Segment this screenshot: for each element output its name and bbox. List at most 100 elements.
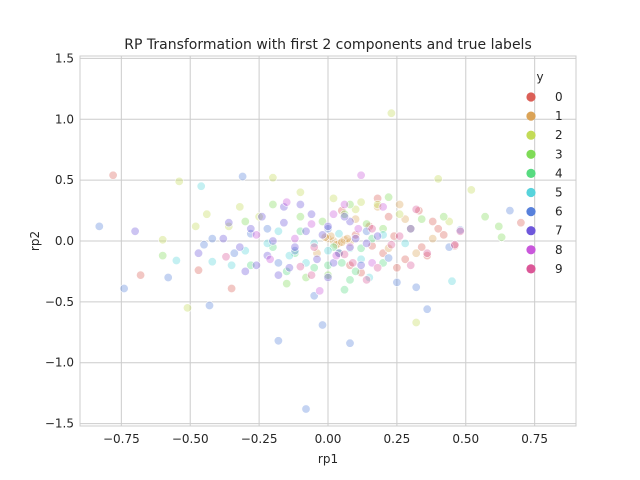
data-point-class-5 bbox=[262, 238, 272, 248]
data-point-class-6 bbox=[301, 404, 311, 414]
data-point-class-8 bbox=[331, 251, 341, 261]
y-tick-label: 0.5 bbox=[55, 173, 74, 187]
data-point-class-5 bbox=[447, 276, 457, 286]
data-point-class-9 bbox=[339, 249, 349, 259]
data-point-class-8 bbox=[315, 286, 325, 296]
data-point-class-0 bbox=[428, 217, 438, 227]
grid-lines bbox=[80, 56, 576, 426]
data-point-class-9 bbox=[411, 204, 421, 214]
data-point-class-1 bbox=[334, 238, 344, 248]
data-point-class-3 bbox=[323, 270, 333, 280]
data-point-class-3 bbox=[240, 217, 250, 227]
data-point-class-6 bbox=[406, 224, 416, 234]
data-point-class-7 bbox=[373, 231, 383, 241]
scatter-points bbox=[94, 108, 526, 414]
data-point-class-1 bbox=[373, 202, 383, 212]
data-point-class-9 bbox=[406, 260, 416, 270]
data-point-class-0 bbox=[384, 212, 394, 222]
x-tick-label: 0.50 bbox=[452, 432, 479, 446]
data-point-class-6 bbox=[444, 242, 454, 252]
data-point-class-8 bbox=[282, 197, 292, 207]
data-point-class-7 bbox=[130, 226, 140, 236]
data-point-class-5 bbox=[301, 258, 311, 268]
legend-marker-2 bbox=[526, 130, 536, 140]
x-tick-label: −0.50 bbox=[172, 432, 209, 446]
x-axis-label: rp1 bbox=[318, 452, 338, 466]
data-point-class-2 bbox=[395, 209, 405, 219]
data-point-class-8 bbox=[251, 230, 261, 240]
data-point-class-9 bbox=[395, 231, 405, 241]
data-point-class-5 bbox=[400, 238, 410, 248]
data-point-class-6 bbox=[119, 283, 129, 293]
data-point-class-5 bbox=[273, 226, 283, 236]
data-point-class-3 bbox=[295, 212, 305, 222]
data-point-class-7 bbox=[262, 251, 272, 261]
data-point-class-0 bbox=[417, 242, 427, 252]
data-point-class-2 bbox=[328, 193, 338, 203]
x-tick-label: −0.25 bbox=[241, 432, 278, 446]
data-point-class-6 bbox=[163, 272, 173, 282]
data-point-class-2 bbox=[295, 187, 305, 197]
data-point-class-6 bbox=[262, 224, 272, 234]
data-point-class-9 bbox=[455, 226, 465, 236]
y-axis-ticks: −1.5 −1.0 −0.5 0.0 0.5 1.0 1.5 bbox=[45, 51, 74, 430]
data-point-class-7 bbox=[323, 221, 333, 231]
data-point-class-7 bbox=[279, 202, 289, 212]
data-point-class-8 bbox=[339, 200, 349, 210]
data-point-class-5 bbox=[378, 230, 388, 240]
data-point-class-7 bbox=[235, 242, 245, 252]
data-point-class-3 bbox=[301, 272, 311, 282]
data-point-class-6 bbox=[199, 240, 209, 250]
x-tick-label: 0.25 bbox=[384, 432, 411, 446]
data-point-class-4 bbox=[351, 266, 361, 276]
data-point-class-6 bbox=[246, 229, 256, 239]
data-point-class-9 bbox=[295, 262, 305, 272]
data-point-class-9 bbox=[362, 275, 372, 285]
legend-marker-7 bbox=[526, 226, 536, 236]
legend-marker-5 bbox=[526, 187, 536, 198]
data-point-class-7 bbox=[268, 236, 278, 246]
data-point-class-5 bbox=[196, 181, 206, 191]
data-point-class-7 bbox=[362, 238, 372, 248]
data-point-class-3 bbox=[497, 232, 507, 242]
data-point-class-6 bbox=[273, 336, 283, 346]
data-point-class-6 bbox=[505, 206, 515, 216]
data-point-class-3 bbox=[384, 192, 394, 202]
data-point-class-6 bbox=[411, 282, 421, 292]
data-point-class-7 bbox=[317, 230, 327, 240]
data-point-class-5 bbox=[364, 272, 374, 282]
data-point-class-2 bbox=[356, 197, 366, 207]
y-tick-label: 1.5 bbox=[55, 51, 74, 65]
legend-label-7: 7 bbox=[555, 224, 563, 238]
data-point-class-2 bbox=[433, 174, 443, 184]
data-point-class-9 bbox=[306, 270, 316, 280]
data-point-class-1 bbox=[395, 200, 405, 210]
data-point-class-9 bbox=[386, 240, 396, 250]
data-point-class-9 bbox=[367, 224, 377, 234]
data-point-class-7 bbox=[257, 212, 267, 222]
data-point-class-8 bbox=[353, 224, 363, 234]
data-point-class-7 bbox=[356, 260, 366, 270]
data-point-class-0 bbox=[136, 270, 146, 280]
data-point-class-7 bbox=[301, 226, 311, 236]
data-point-class-7 bbox=[273, 270, 283, 280]
data-point-class-0 bbox=[227, 283, 237, 293]
y-tick-label: −1.5 bbox=[45, 417, 74, 431]
data-point-class-7 bbox=[351, 234, 361, 244]
data-point-class-1 bbox=[337, 237, 347, 247]
y-tick-label: 1.0 bbox=[55, 112, 74, 126]
y-tick-label: 0.0 bbox=[55, 234, 74, 248]
data-point-class-2 bbox=[158, 235, 168, 245]
data-point-class-0 bbox=[108, 170, 118, 180]
data-point-class-9 bbox=[422, 248, 432, 258]
legend-label-2: 2 bbox=[555, 128, 563, 142]
data-point-class-3 bbox=[268, 200, 278, 210]
data-point-class-5 bbox=[309, 238, 319, 248]
legend-label-4: 4 bbox=[555, 166, 563, 180]
data-point-class-7 bbox=[218, 234, 228, 244]
data-point-class-0 bbox=[194, 265, 204, 275]
data-point-class-7 bbox=[306, 209, 316, 219]
data-point-class-3 bbox=[282, 279, 292, 289]
data-point-class-7 bbox=[323, 272, 333, 282]
